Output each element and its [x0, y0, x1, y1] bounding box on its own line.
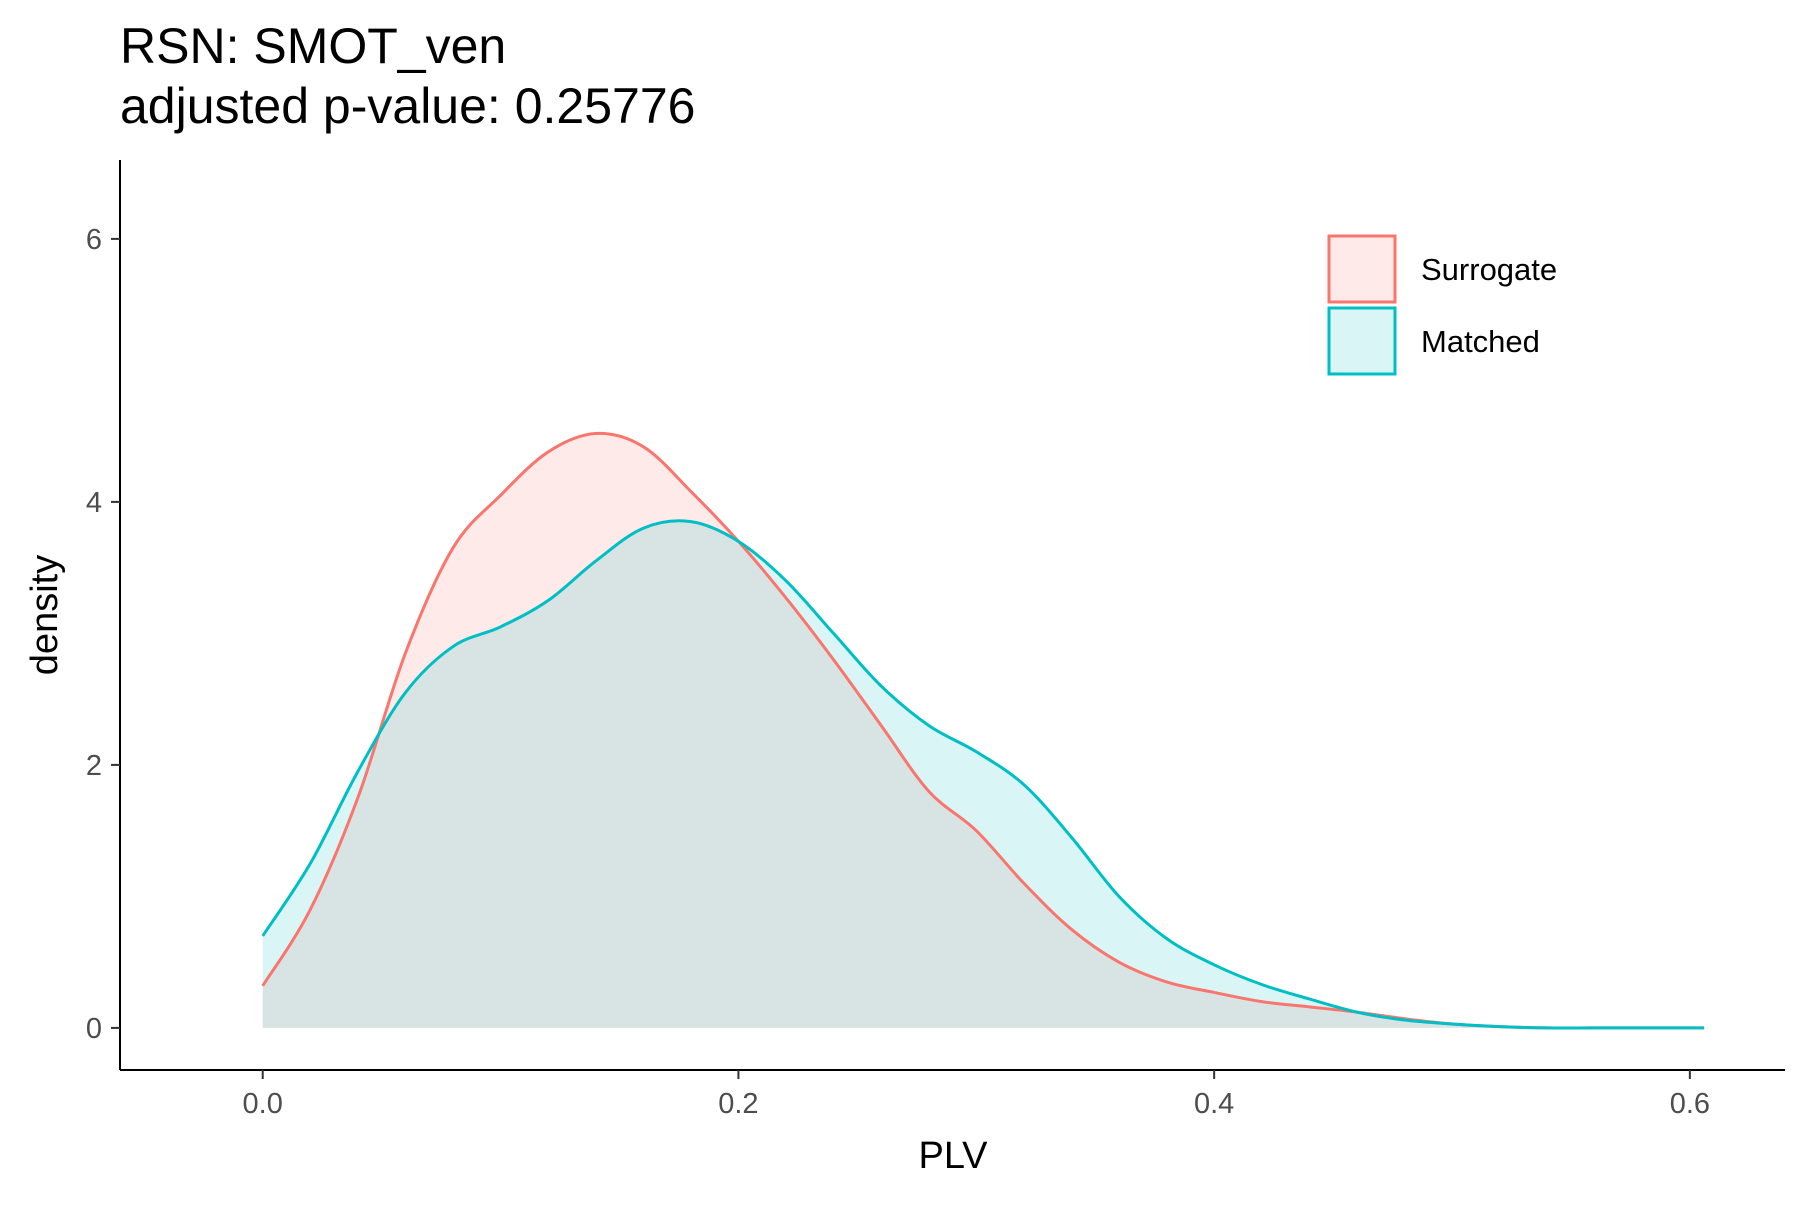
density-area-matched [262, 520, 1705, 1029]
legend: Surrogate Matched [1327, 234, 1557, 376]
y-tick-label: 2 [86, 750, 102, 782]
x-tick-label: 0.2 [718, 1088, 758, 1120]
legend-key-matched [1327, 306, 1397, 376]
x-tick-label: 0.0 [243, 1088, 283, 1120]
x-tick-label: 0.4 [1194, 1088, 1234, 1120]
density-line-matched [261, 519, 1705, 1030]
legend-key-surrogate [1327, 234, 1397, 304]
chart-title: RSN: SMOT_ven [120, 18, 506, 74]
x-tick-label: 0.6 [1670, 1088, 1710, 1120]
x-axis-title: PLV [918, 1135, 988, 1177]
y-tick-label: 0 [86, 1013, 102, 1045]
x-axis-ticks: 0.0 0.2 0.4 0.6 [243, 1070, 1710, 1120]
y-tick-label: 6 [86, 224, 102, 256]
legend-label-surrogate: Surrogate [1421, 252, 1557, 287]
y-axis-title: density [24, 555, 66, 675]
density-lines [261, 431, 1705, 1030]
density-area-surrogate [262, 433, 1705, 1029]
y-tick-label: 4 [86, 487, 102, 519]
y-axis-ticks: 0 2 4 6 [86, 224, 120, 1045]
legend-label-matched: Matched [1421, 324, 1540, 359]
density-areas [262, 433, 1705, 1029]
chart-subtitle: adjusted p-value: 0.25776 [120, 78, 695, 134]
